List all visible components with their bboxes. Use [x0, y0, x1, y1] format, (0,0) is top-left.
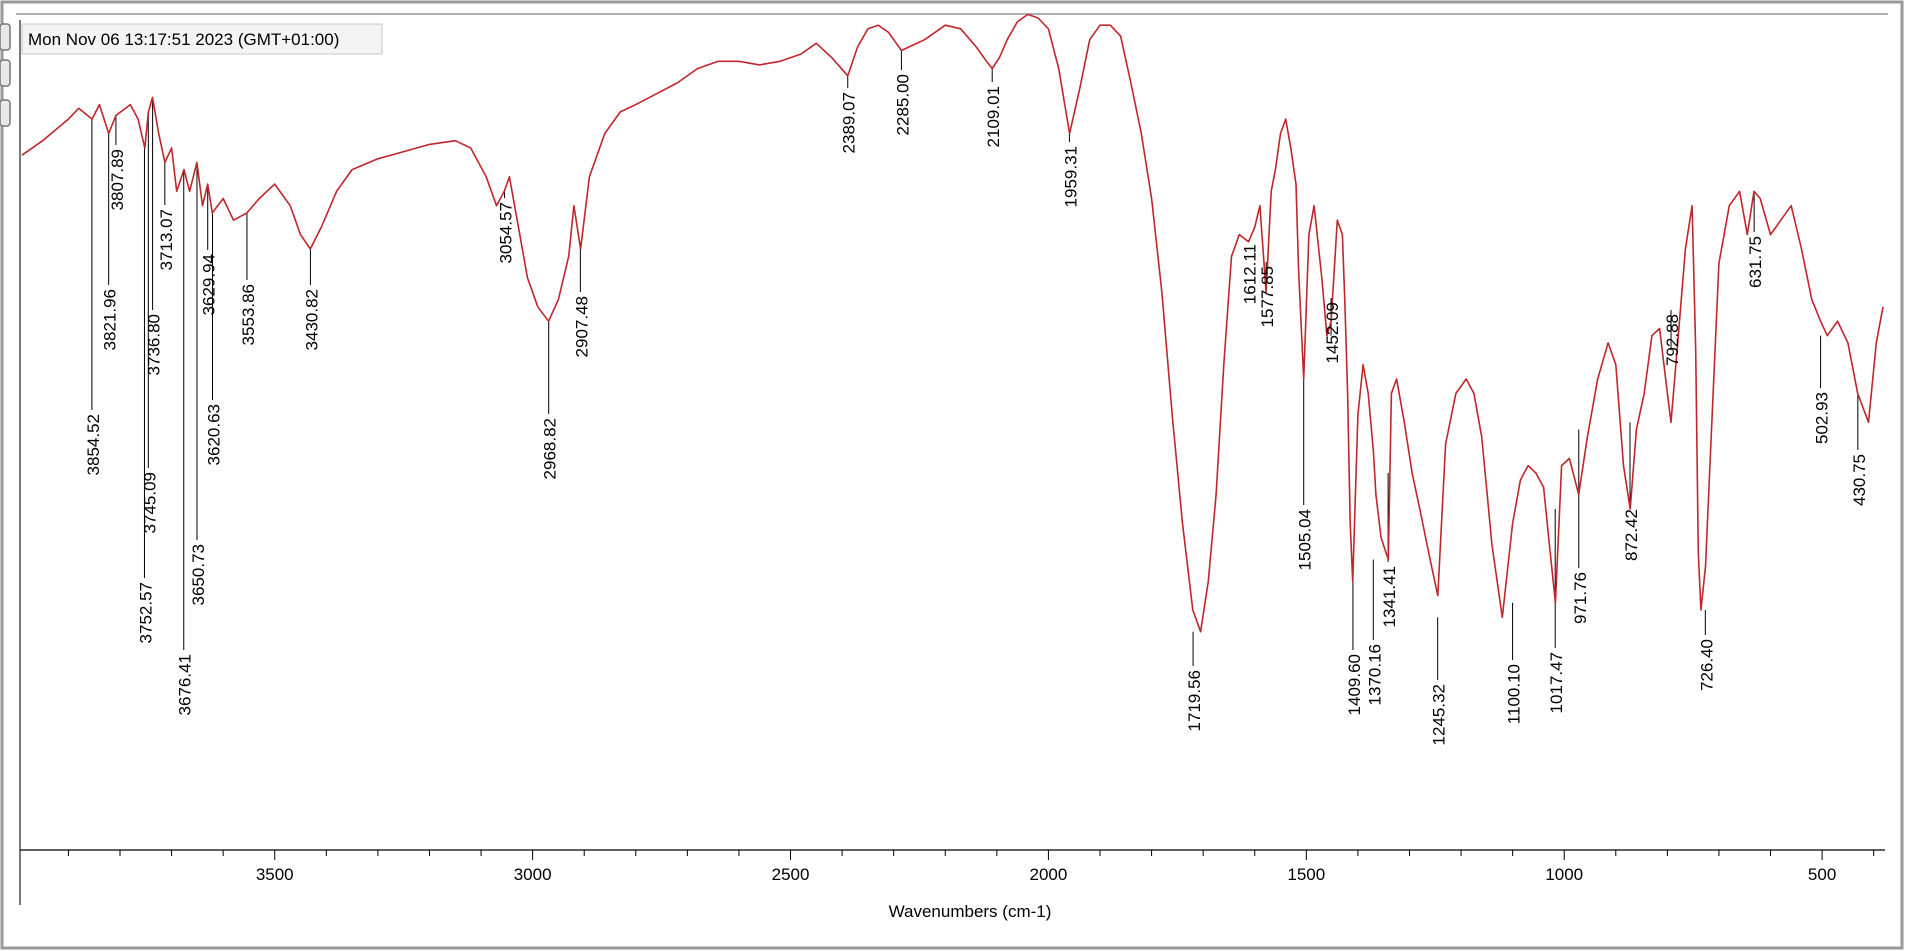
- peak-label: 2968.82: [541, 418, 560, 479]
- peak-label: 1612.11: [1240, 244, 1259, 304]
- peak-label: 1017.47: [1547, 652, 1566, 713]
- peak-label: 1959.31: [1061, 146, 1080, 207]
- x-tick-label: 3000: [514, 865, 552, 884]
- peak-label: 1505.04: [1296, 509, 1315, 570]
- peak-label: 1452.09: [1323, 302, 1342, 363]
- peak-label: 1370.16: [1365, 644, 1384, 705]
- peak-label: 1719.56: [1185, 670, 1204, 731]
- x-tick-label: 1500: [1287, 865, 1325, 884]
- x-axis-ticks: 3500 3000 2500 2000 1500 1000 500: [67, 850, 1875, 884]
- peak-markers: [91, 50, 1859, 680]
- peak-label: 3620.63: [205, 404, 224, 465]
- peak-label: 1100.10: [1505, 664, 1524, 724]
- peak-label: 1577.85: [1258, 266, 1277, 327]
- peak-label: 430.75: [1850, 454, 1869, 506]
- peak-label: 2389.07: [840, 92, 859, 153]
- peak-label: 1409.60: [1345, 654, 1364, 715]
- x-tick-label: 3500: [256, 865, 294, 884]
- timestamp-label: Mon Nov 06 13:17:51 2023 (GMT+01:00): [28, 30, 339, 49]
- peak-label: 3629.94: [200, 254, 219, 315]
- peak-label: 3054.57: [496, 202, 515, 263]
- x-tick-label: 500: [1808, 865, 1836, 884]
- x-tick-label: 2500: [772, 865, 810, 884]
- peak-label: 631.75: [1746, 236, 1765, 288]
- peak-label: 3676.41: [176, 654, 195, 715]
- peak-label: 3430.82: [302, 289, 321, 350]
- peak-label: 3736.80: [145, 314, 164, 375]
- peak-label: 3821.96: [101, 289, 120, 350]
- x-tick-label: 1000: [1545, 865, 1583, 884]
- peak-label: 3752.57: [136, 582, 155, 643]
- peak-label: 2109.01: [984, 86, 1003, 147]
- peak-label: 872.42: [1622, 509, 1641, 561]
- window-handle[interactable]: [0, 23, 11, 51]
- peak-label: 3854.52: [84, 414, 103, 475]
- peak-label: 726.40: [1697, 639, 1716, 691]
- peak-label: 1341.41: [1380, 566, 1399, 627]
- peak-label: 792.88: [1663, 314, 1682, 366]
- peak-label: 971.76: [1571, 572, 1590, 624]
- peak-labels: 3854.52 3821.96 3807.89 3752.57 3745.09 3736.…: [84, 74, 1869, 745]
- peak-label: 3745.09: [140, 472, 159, 533]
- window-handle[interactable]: [0, 59, 11, 87]
- spectrum-series-line: [21, 13, 1884, 633]
- peak-label: 3713.07: [157, 209, 176, 270]
- x-tick-label: 2000: [1030, 865, 1068, 884]
- x-axis-title: Wavenumbers (cm-1): [889, 902, 1052, 921]
- peak-label: 3650.73: [189, 544, 208, 605]
- peak-label: 3807.89: [108, 149, 127, 210]
- peak-label: 502.93: [1813, 392, 1832, 444]
- peak-label: 3553.86: [239, 284, 258, 345]
- timestamp-box: [21, 23, 383, 55]
- peak-label: 1245.32: [1430, 684, 1449, 745]
- window-handle[interactable]: [0, 99, 11, 127]
- peak-label: 2907.48: [572, 296, 591, 357]
- peak-label: 2285.00: [893, 74, 912, 135]
